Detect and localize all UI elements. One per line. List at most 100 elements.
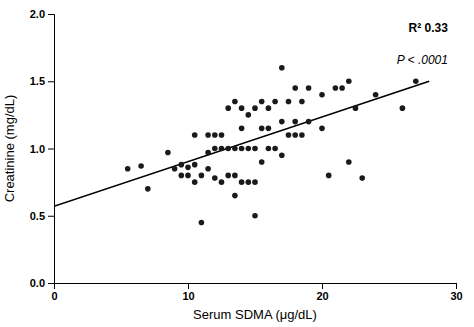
tick-label: 0 [51,290,57,302]
point [259,126,265,132]
tick: 10 [182,283,194,302]
point [373,92,379,98]
point [272,146,278,152]
tick-mark [188,283,189,289]
point [299,99,305,105]
point [259,159,265,165]
point [306,85,312,91]
tick-mark [322,283,323,289]
axis-line [55,284,457,290]
point [225,105,231,111]
point [266,146,272,152]
point [259,99,265,105]
point [272,99,278,105]
point [346,78,352,84]
tick-mark [48,216,54,217]
point [400,105,406,111]
point [252,146,258,152]
point [232,99,238,105]
point [326,173,332,179]
regression-line [54,81,429,206]
point [239,179,245,185]
tick-label: 2.0 [30,8,45,20]
point [413,78,419,84]
y-axis-title: Creatinine (mg/dL) [2,95,17,203]
axis-line [48,15,55,284]
tick-label: 30 [450,290,462,302]
x-axis-title: Serum SDMA (μg/dL) [193,307,317,322]
point [165,150,171,156]
point [286,99,292,105]
point [219,179,225,185]
point [125,166,131,172]
point [172,166,178,172]
point [246,112,252,118]
point [232,173,238,179]
point [212,175,218,181]
tick-label: 10 [182,290,194,302]
tick: 2.0 [30,8,54,20]
point [185,173,191,179]
chart: 0 10 20 30 0.0 0.5 1.0 1.5 2.0 Serum SDMA (μg/dL)… [0,0,474,327]
tick-label: 0.5 [30,210,45,222]
plot: 0 10 20 30 0.0 0.5 1.0 1.5 2.0 [30,8,463,302]
marks [54,65,429,225]
tick: 1.5 [30,75,54,87]
tick-label: 20 [316,290,328,302]
point [239,126,245,132]
tick: 30 [450,283,462,302]
point [319,92,325,98]
point [232,193,238,199]
point [138,163,144,169]
point [192,132,198,138]
tick-label: 1.0 [30,143,45,155]
point [185,165,191,171]
tick-mark [456,283,457,289]
point [192,162,198,168]
annotation: P < .0001 [397,53,448,67]
point [279,152,285,158]
point [246,179,252,185]
tick: 0.5 [30,210,54,222]
point [205,132,211,138]
point [292,119,298,125]
point [319,126,325,132]
point [353,105,359,111]
point [145,186,151,192]
point [339,85,345,91]
tick: 0 [51,283,57,302]
x-axis: 0 10 20 30 [51,283,462,302]
point [346,159,352,165]
point [266,105,272,111]
tick: 1.0 [30,143,54,155]
y-axis: 0.0 0.5 1.0 1.5 2.0 [30,8,55,289]
point [205,166,211,172]
point [225,173,231,179]
point [212,132,218,138]
tick: 0.0 [30,277,54,289]
tick-mark [48,283,54,284]
point [199,220,205,226]
point [232,146,238,152]
point [225,146,231,152]
point [252,105,258,111]
point [333,85,339,91]
point [199,173,205,179]
point [212,146,218,152]
point [292,132,298,138]
point [299,132,305,138]
tick-label: 0.0 [30,277,45,289]
point [205,150,211,156]
point [306,119,312,125]
tick-label: 1.5 [30,75,45,87]
point [252,213,258,219]
point [279,119,285,125]
point [239,105,245,111]
point [286,132,292,138]
point [239,146,245,152]
tick: 20 [316,283,328,302]
point [266,126,272,132]
point [219,132,225,138]
point [179,173,185,179]
tick-mark [48,149,54,150]
